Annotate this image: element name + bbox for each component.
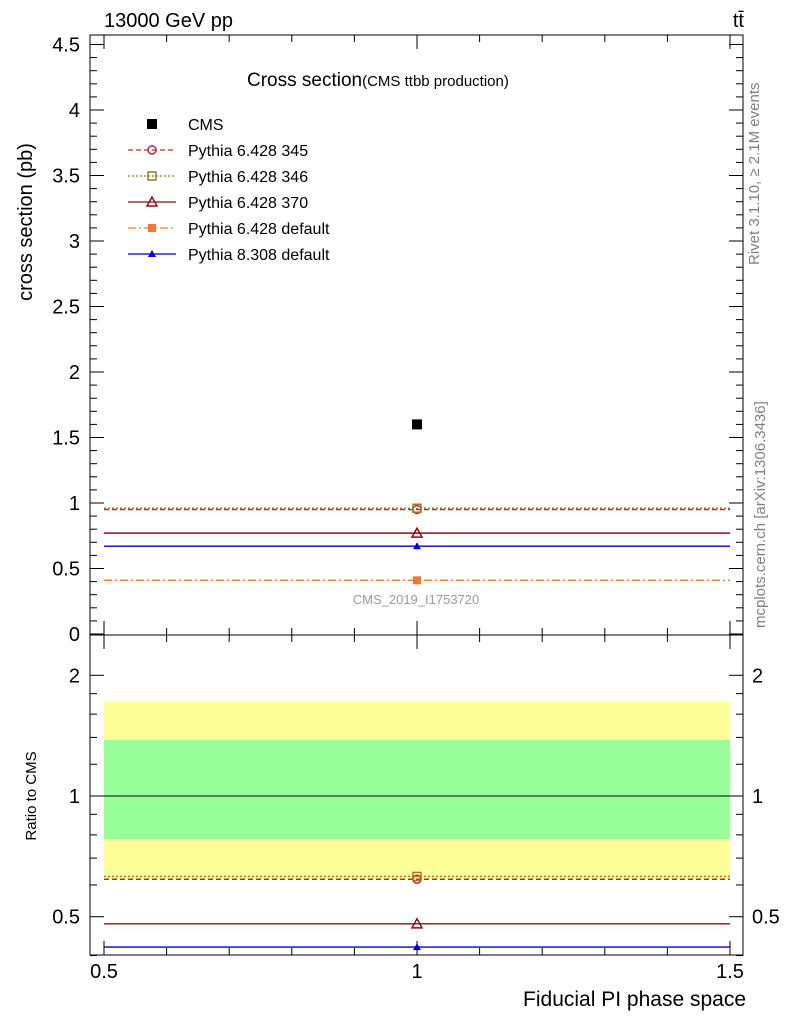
x-tick-label: 1.5 xyxy=(716,961,744,983)
legend-item: Pythia 6.428 370 xyxy=(128,195,308,212)
ratio-ylabel: Ratio to CMS xyxy=(23,751,40,840)
ratio-y-tick-label: 0.5 xyxy=(52,907,80,929)
ratio-frame xyxy=(89,634,744,956)
y-tick-label: 0 xyxy=(69,624,80,646)
series-pythia-6-428-346 xyxy=(104,503,730,513)
data-point xyxy=(412,419,422,430)
ratio-y-tick-label: 2 xyxy=(69,665,80,687)
series-pythia-6-428-370 xyxy=(104,526,730,538)
side-text-lower: mcplots.cern.ch [arXiv:1306.3436] xyxy=(752,401,769,628)
legend-marker xyxy=(147,145,157,155)
x-tick-label: 0.5 xyxy=(90,961,118,983)
x-tick-label: 1 xyxy=(411,961,422,983)
legend-item: Pythia 6.428 345 xyxy=(128,143,308,160)
legend-label: Pythia 6.428 346 xyxy=(188,169,308,186)
data-point xyxy=(412,503,422,513)
y-tick-label: 1.5 xyxy=(52,428,80,450)
side-text-upper: Rivet 3.1.10, ≥ 2.1M events xyxy=(746,83,763,266)
ratio-series-pythia-6-428-370 xyxy=(104,917,730,929)
series-pythia-8-308-default xyxy=(104,542,730,550)
header-left: 13000 GeV pp xyxy=(104,10,233,32)
legend-label: Pythia 6.428 370 xyxy=(188,195,308,212)
legend-label: Pythia 8.308 default xyxy=(188,247,330,264)
y-tick-label: 1 xyxy=(69,493,80,515)
legend: CMS Pythia 6.428 345 Pythia 6.428 346 Pythi… xyxy=(128,117,330,264)
legend-item: Pythia 8.308 default xyxy=(128,247,330,264)
legend-marker xyxy=(148,250,156,257)
legend-item: CMS xyxy=(147,117,224,134)
legend-item: Pythia 6.428 default xyxy=(128,221,330,238)
ratio-point xyxy=(413,943,421,951)
ratio-band-stat-uncertainty xyxy=(104,739,730,840)
ratio-point xyxy=(412,871,422,882)
ratio-y-tick-label: 1 xyxy=(69,786,80,808)
ratio-series xyxy=(104,871,730,951)
ratio-y-tick-label-right: 2 xyxy=(752,665,763,687)
data-point xyxy=(413,542,421,550)
ratio-point xyxy=(410,917,424,929)
y-tick-label: 0.5 xyxy=(52,559,80,581)
ratio-y-tick-label-right: 1 xyxy=(752,786,763,808)
legend-label: Pythia 6.428 default xyxy=(188,221,330,238)
legend-label: Pythia 6.428 345 xyxy=(188,143,308,160)
main-ylabel: cross section (pb) xyxy=(15,143,37,301)
ratio-series-pythia-8-308-default xyxy=(104,943,730,951)
legend-marker xyxy=(147,119,157,129)
legend-marker xyxy=(147,171,157,181)
main-title: Cross section(CMS ttbb production) xyxy=(247,70,509,91)
legend-item: Pythia 6.428 346 xyxy=(128,169,308,186)
main-series xyxy=(104,419,730,585)
ratio-ticks: 0.5 0.5 1 1 2 2 0.5 1 1.5 xyxy=(52,635,780,983)
series-pythia-6-428-default xyxy=(104,576,730,585)
main-watermark: CMS_2019_I1753720 xyxy=(353,592,480,607)
legend-marker xyxy=(148,224,156,232)
legend-marker xyxy=(145,195,159,207)
y-tick-label: 2.5 xyxy=(52,297,80,319)
main-subtitle: (CMS ttbb production) xyxy=(362,73,509,90)
legend-label: CMS xyxy=(188,117,224,134)
y-tick-label: 4 xyxy=(69,100,80,122)
header-right: tt̄ xyxy=(733,10,745,32)
y-tick-label: 4.5 xyxy=(52,35,80,57)
y-tick-label: 3 xyxy=(69,231,80,253)
ratio-bands xyxy=(90,701,743,880)
data-point xyxy=(413,576,421,585)
series-cms xyxy=(412,419,422,430)
y-tick-label: 2 xyxy=(69,362,80,384)
x-axis-label: Fiducial PI phase space xyxy=(523,988,746,1011)
data-point xyxy=(410,526,424,538)
ratio-panel: 0.5 0.5 1 1 2 2 0.5 1 1.5 Ratio to CMS Fiducial … xyxy=(23,634,780,1011)
y-tick-label: 3.5 xyxy=(52,166,80,188)
ratio-series-pythia-6-428-346 xyxy=(104,871,730,882)
ratio-y-tick-label-right: 0.5 xyxy=(752,907,780,929)
main-title-text: Cross section xyxy=(247,70,362,91)
main-ticks: 0 0.5 1 1.5 2 2.5 3 3.5 4 4.5 xyxy=(52,35,743,646)
main-panel: 0 0.5 1 1.5 2 2.5 3 3.5 4 4.5 Cross section(CMS t… xyxy=(15,34,744,646)
